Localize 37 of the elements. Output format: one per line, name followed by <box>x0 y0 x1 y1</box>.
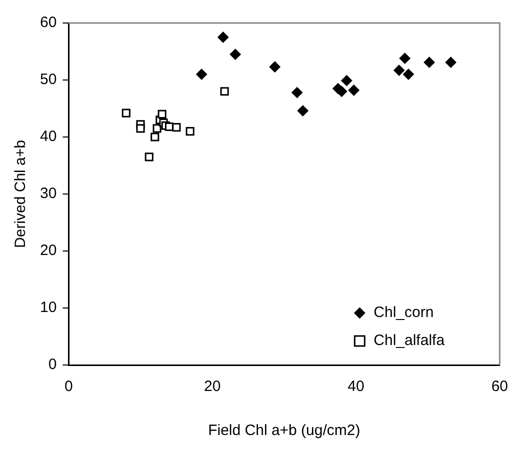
point <box>196 68 208 80</box>
y-tick-label: 60 <box>40 14 57 32</box>
point <box>292 87 303 98</box>
y-tick-label: 20 <box>40 242 57 260</box>
point <box>394 64 405 76</box>
x-tick-label: 60 <box>491 378 508 396</box>
point <box>230 48 241 60</box>
point <box>399 52 410 64</box>
point <box>122 108 130 118</box>
y-tick-label: 40 <box>40 128 57 146</box>
y-tick-label: 0 <box>48 356 57 374</box>
point <box>158 110 166 118</box>
y-tick-label: 30 <box>40 185 57 202</box>
point <box>424 56 435 68</box>
point <box>269 61 280 72</box>
y-axis-title: Derived Chl a+b <box>12 140 30 248</box>
point <box>402 68 414 80</box>
y-tick-label: 50 <box>40 71 57 88</box>
point <box>152 124 162 133</box>
point <box>218 32 229 43</box>
point <box>297 105 308 116</box>
x-axis-title: Field Chl a+b (ug/cm2) <box>208 422 360 440</box>
point <box>150 132 160 142</box>
legend-label: Chl_alfalfa <box>374 332 446 350</box>
x-tick-label: 40 <box>348 378 364 396</box>
x-tick-label: 0 <box>64 378 73 396</box>
point <box>341 75 352 86</box>
point <box>220 87 229 96</box>
legend-label: Chl_corn <box>374 304 434 322</box>
point <box>172 123 181 132</box>
x-tick-label: 20 <box>204 378 221 396</box>
point <box>136 124 145 133</box>
point <box>144 152 154 162</box>
point <box>445 56 456 68</box>
point <box>186 127 194 136</box>
point <box>348 84 360 96</box>
y-tick-label: 10 <box>40 299 57 316</box>
